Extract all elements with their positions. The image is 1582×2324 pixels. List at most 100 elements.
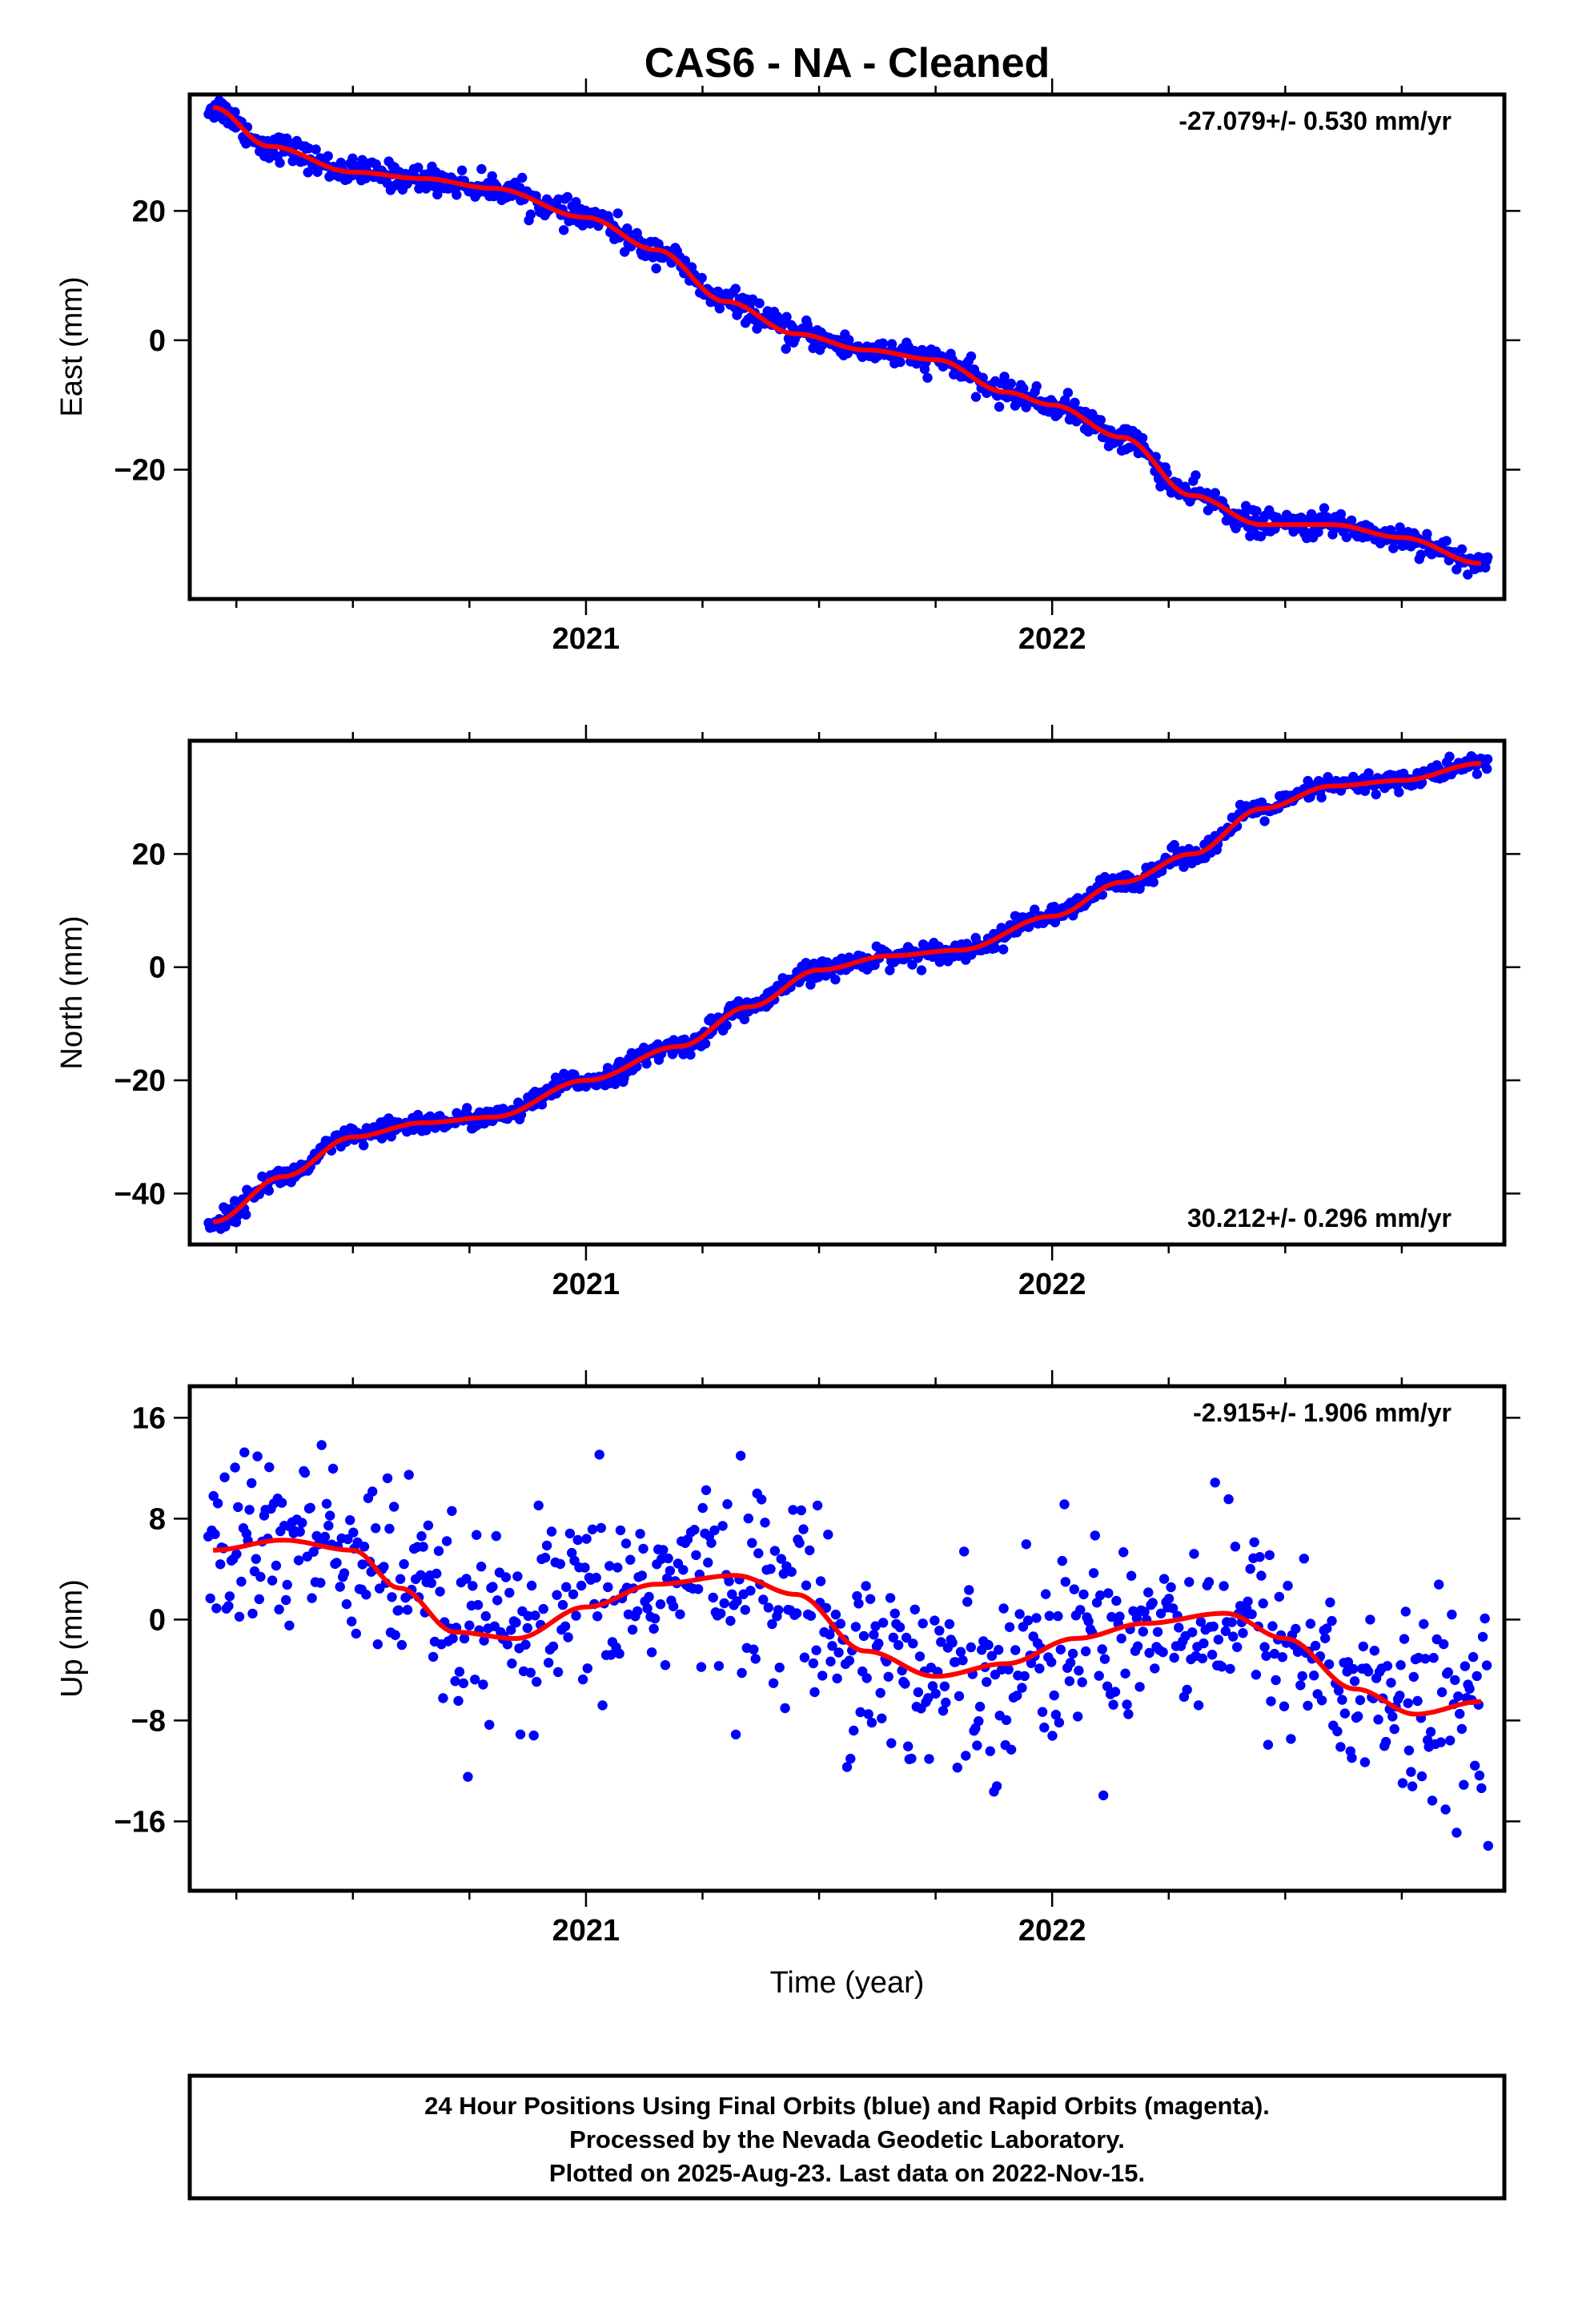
data-point: [1225, 1663, 1235, 1675]
data-point: [982, 1677, 992, 1687]
data-point: [1064, 1676, 1075, 1687]
data-point: [470, 1675, 480, 1685]
data-point: [538, 1603, 548, 1614]
data-point: [276, 1498, 287, 1508]
data-point: [930, 1688, 941, 1699]
data-point: [780, 1703, 790, 1714]
data-point: [461, 1574, 472, 1584]
velocity-annotation: 30.212+/- 0.296 mm/yr: [1187, 1204, 1452, 1232]
data-point: [877, 1713, 887, 1723]
data-point: [1297, 1671, 1307, 1682]
data-point: [1103, 1588, 1114, 1598]
data-point: [1316, 792, 1327, 803]
data-point: [970, 392, 982, 402]
data-point: [305, 1502, 315, 1514]
data-point: [255, 1571, 266, 1582]
data-point: [428, 1651, 439, 1663]
data-point: [1258, 1598, 1268, 1609]
data-point: [212, 1498, 223, 1509]
data-point: [1102, 1681, 1113, 1691]
data-point: [1083, 1616, 1094, 1626]
data-point: [944, 1618, 955, 1630]
data-point: [646, 1647, 657, 1658]
footer-line-3: Plotted on 2025-Aug-23. Last data on 202…: [549, 2159, 1145, 2187]
data-point: [234, 1611, 245, 1622]
footer-frame: [187, 2073, 1507, 2201]
data-point: [1395, 522, 1405, 533]
data-point: [1078, 1589, 1089, 1600]
data-point: [591, 1572, 601, 1583]
data-point: [1097, 1644, 1107, 1655]
data-point: [852, 1590, 862, 1602]
data-point: [964, 1585, 974, 1595]
data-point: [1255, 1552, 1265, 1562]
data-point: [1049, 1690, 1059, 1701]
data-point: [1303, 1700, 1313, 1711]
data-point: [1174, 1622, 1184, 1633]
data-point: [651, 263, 661, 274]
data-point: [1118, 1547, 1129, 1558]
data-point: [774, 1663, 785, 1673]
data-point: [966, 351, 977, 362]
data-point: [983, 1639, 994, 1651]
data-point: [327, 1463, 339, 1474]
data-point: [660, 1660, 671, 1671]
data-point: [858, 1630, 869, 1642]
data-point: [472, 1530, 482, 1540]
data-point: [1274, 1591, 1285, 1602]
data-point: [914, 1651, 926, 1662]
y-axis-label: East (mm): [55, 276, 89, 416]
data-point: [1337, 1695, 1347, 1705]
data-point: [263, 1185, 274, 1196]
data-point: [1435, 1737, 1446, 1747]
data-point: [700, 1039, 711, 1049]
data-point: [1041, 1589, 1051, 1599]
data-point: [580, 1562, 590, 1573]
data-point: [604, 1561, 615, 1571]
data-point: [900, 1679, 910, 1689]
figure-title: CAS6 - NA - Cleaned: [644, 40, 1050, 86]
data-point: [620, 1538, 632, 1549]
data-point: [404, 1470, 414, 1480]
data-point: [1400, 1606, 1411, 1617]
data-point: [484, 1719, 495, 1730]
data-point: [913, 1687, 924, 1698]
data-point: [1482, 763, 1492, 774]
data-point: [264, 1462, 275, 1473]
data-point: [941, 1697, 951, 1708]
data-point: [1335, 509, 1347, 520]
data-point: [961, 1751, 971, 1761]
data-point: [939, 1681, 950, 1691]
data-point: [916, 965, 927, 975]
data-point: [725, 1615, 736, 1626]
data-point: [367, 1486, 378, 1497]
data-point: [1341, 532, 1352, 543]
data-point: [1483, 1840, 1494, 1852]
y-tick-label: 16: [132, 1401, 166, 1435]
data-point: [479, 1635, 489, 1646]
data-point: [541, 1540, 552, 1551]
data-point: [1291, 1623, 1301, 1634]
data-point: [453, 1695, 464, 1707]
data-point: [1120, 1668, 1130, 1679]
data-point: [798, 1524, 809, 1534]
data-point: [1397, 1778, 1408, 1788]
data-point: [205, 1593, 215, 1604]
data-point: [1220, 1626, 1231, 1637]
data-point: [488, 1582, 498, 1592]
data-point: [1456, 544, 1468, 554]
data-point: [1169, 839, 1180, 850]
data-point: [1116, 1633, 1126, 1644]
data-point: [1132, 1641, 1143, 1651]
data-point: [284, 1620, 295, 1631]
data-point: [1481, 1660, 1492, 1671]
velocity-annotation: -2.915+/- 1.906 mm/yr: [1193, 1398, 1452, 1427]
data-point: [561, 1582, 572, 1592]
data-point: [1427, 1795, 1438, 1806]
data-point: [955, 1647, 966, 1657]
plot-area: [203, 1440, 1494, 1852]
data-point: [1144, 1647, 1154, 1659]
data-point: [952, 1763, 963, 1773]
data-point: [1335, 1742, 1346, 1752]
data-point: [1259, 1642, 1270, 1652]
